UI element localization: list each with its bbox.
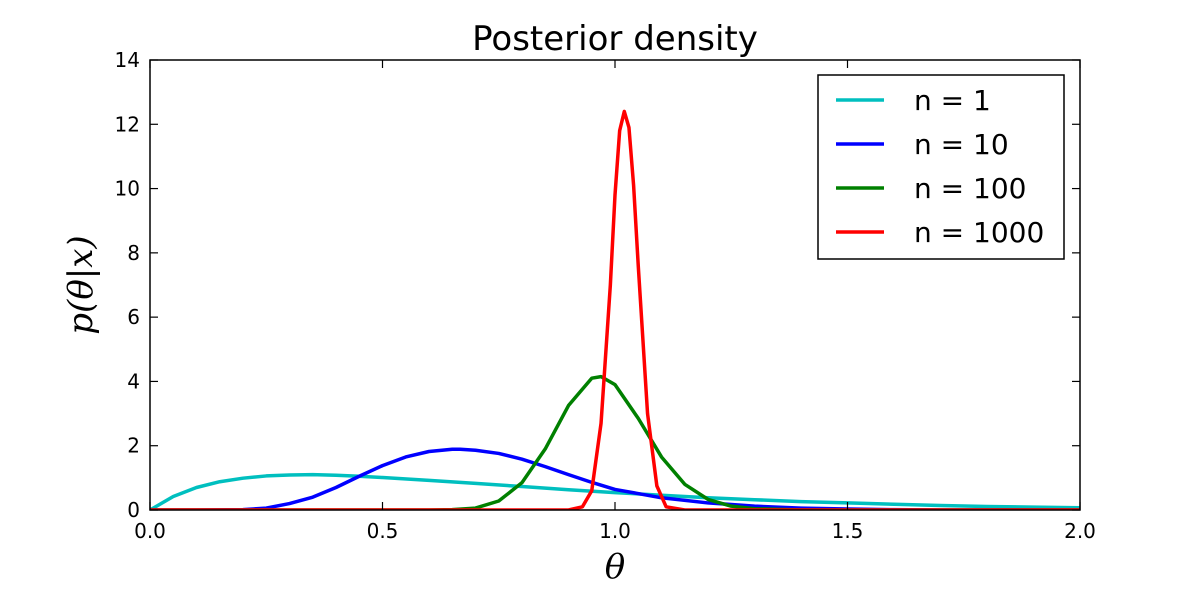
y-axis-label: p(θ|x) [61, 235, 101, 334]
x-axis-label: θ [605, 547, 625, 587]
legend-label-2: n = 10 [914, 128, 1009, 161]
series-layer [150, 109, 1080, 510]
legend-label-4: n = 1000 [914, 216, 1044, 249]
legend-label-3: n = 100 [914, 172, 1026, 205]
y-tick-label: 0 [127, 498, 140, 522]
x-tick-label: 0.0 [134, 519, 166, 543]
y-tick-label: 2 [127, 434, 140, 458]
legend-label-1: n = 1 [914, 84, 991, 117]
x-tick-label: 2.0 [1064, 519, 1096, 543]
series-line-2 [150, 447, 1080, 510]
y-tick-label: 4 [127, 369, 140, 393]
chart-title: Posterior density [472, 19, 758, 59]
series-line-4 [150, 109, 1080, 510]
y-tick-label: 10 [115, 177, 140, 201]
legend: n = 1 n = 10 n = 100 n = 1000 [817, 74, 1065, 260]
series-line-1 [150, 472, 1080, 510]
legend-frame [817, 74, 1065, 260]
y-tick-label: 8 [127, 241, 140, 265]
x-tick-label: 1.0 [599, 519, 631, 543]
y-tick-label: 6 [127, 305, 140, 329]
axes-layer: 0.0 0.5 1.0 1.5 2.0 0 2 4 6 8 10 12 14 [115, 48, 1096, 543]
y-tick-label: 14 [115, 48, 140, 72]
y-tick-label: 12 [115, 112, 140, 136]
x-tick-label: 0.5 [367, 519, 399, 543]
x-tick-label: 1.5 [832, 519, 864, 543]
